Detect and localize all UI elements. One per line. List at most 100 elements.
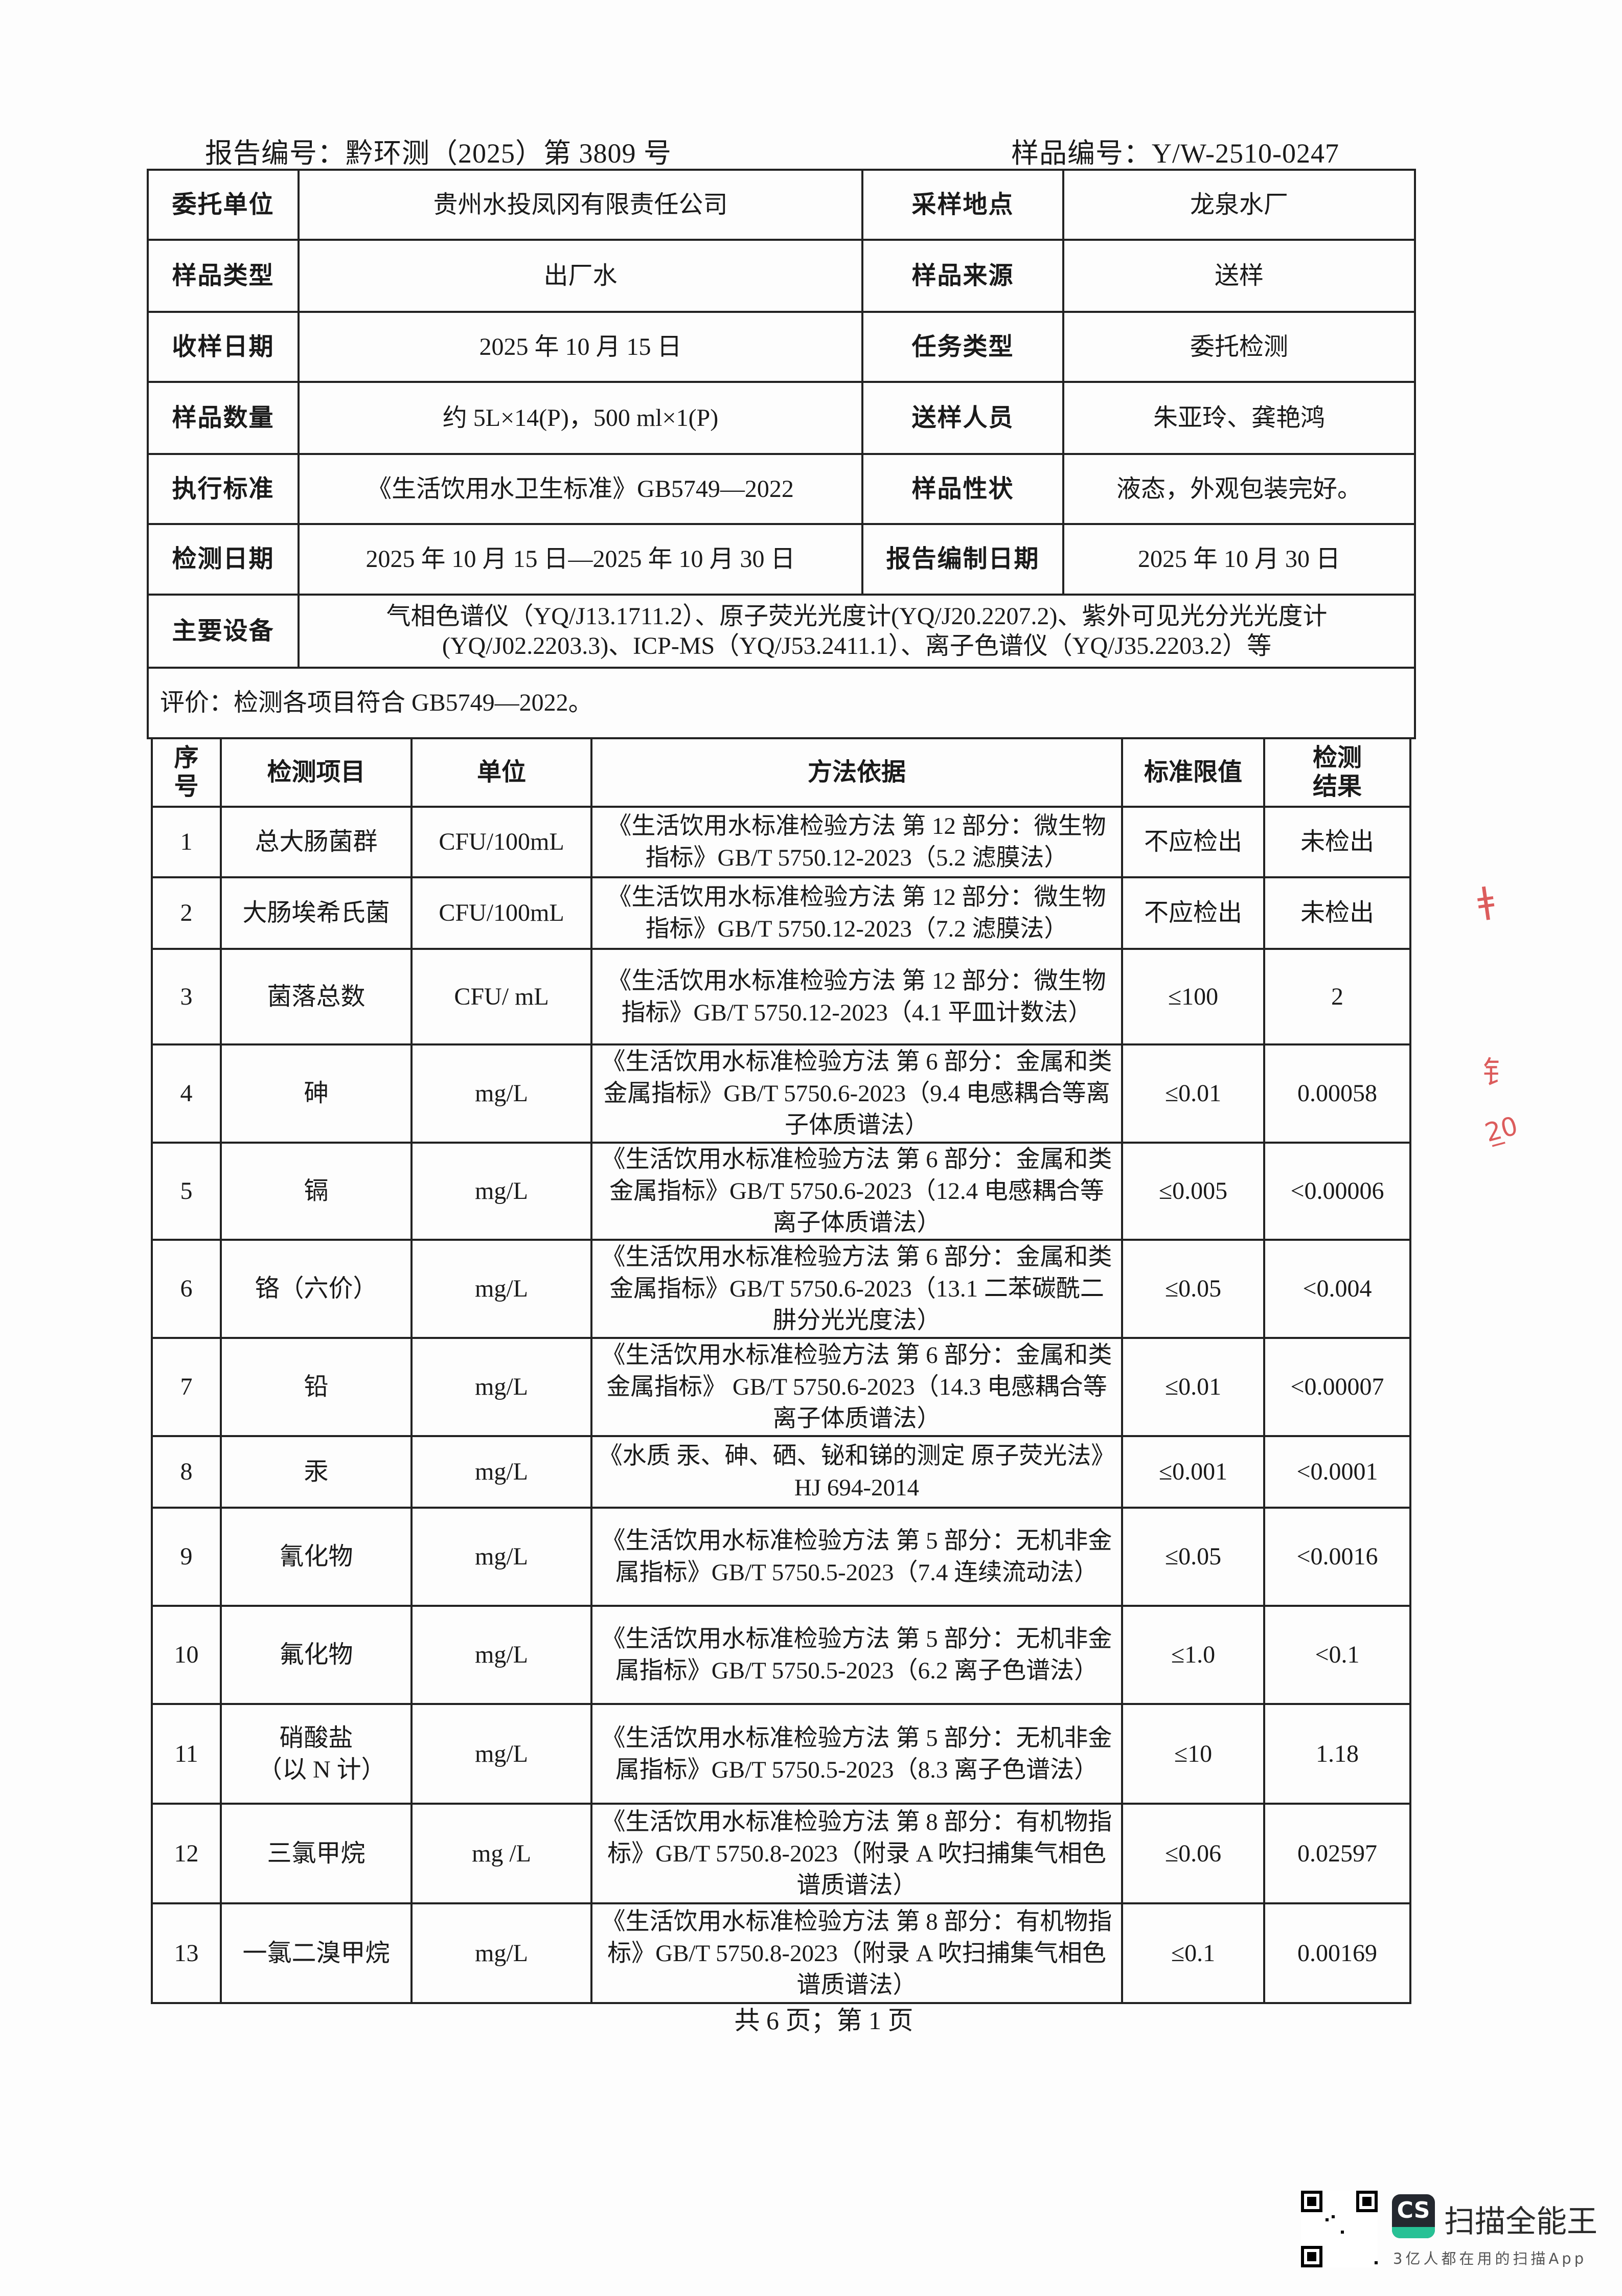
test-result: 0.00058 [1263,1043,1411,1144]
unit: mg/L [410,1435,592,1509]
method: 《生活饮用水标准检验方法 第 5 部分：无机非金属指标》GB/T 5750.5-… [590,1703,1123,1805]
unit: mg/L [410,1337,592,1437]
row-number: 4 [151,1043,222,1144]
table-row: 13 一氯二溴甲烷 mg/L 《生活饮用水标准检验方法 第 8 部分：有机物指标》GB… [151,1902,1411,2004]
method: 《水质 汞、砷、硒、铋和锑的测定 原子荧光法》HJ 694-2014 [590,1435,1123,1509]
info-value: 送样 [1062,239,1416,313]
method: 《生活饮用水标准检验方法 第 12 部分：微生物指标》GB/T 5750.12-… [590,806,1123,878]
unit: mg/L [410,1507,592,1607]
red-stamp-mark: ǂ [1474,878,1497,922]
test-result: <0.0001 [1263,1435,1411,1509]
table-row: 10 氟化物 mg/L 《生活饮用水标准检验方法 第 5 部分：无机非金属指标》GB/… [151,1605,1411,1705]
unit: mg/L [410,1703,592,1805]
row-number: 2 [151,876,222,950]
unit: mg/L [410,1239,592,1339]
info-value: 2025 年 10 月 30 日 [1062,523,1416,596]
info-label: 送样人员 [861,381,1064,455]
info-label: 主要设备 [147,594,300,669]
info-label: 执行标准 [147,453,300,525]
test-result: 1.18 [1263,1703,1411,1805]
column-header: 检测结果 [1263,737,1411,808]
standard-limit: ≤0.005 [1121,1142,1265,1241]
test-item: 菌落总数 [220,948,413,1045]
method: 《生活饮用水标准检验方法 第 6 部分：金属和类金属指标》 GB/T 5750.… [590,1337,1123,1437]
info-value: 贵州水投凤冈有限责任公司 [298,169,863,241]
row-number: 6 [151,1239,222,1339]
info-label: 样品性状 [861,453,1064,525]
method: 《生活饮用水标准检验方法 第 8 部分：有机物指标》GB/T 5750.8-20… [590,1803,1123,1904]
method: 《生活饮用水标准检验方法 第 8 部分：有机物指标》GB/T 5750.8-20… [590,1902,1123,2004]
unit: mg/L [410,1142,592,1241]
standard-limit: ≤10 [1121,1703,1265,1805]
brand-name: 扫描全能王 [1444,2204,1597,2240]
table-row: 5 镉 mg/L 《生活饮用水标准检验方法 第 6 部分：金属和类金属指标》GB/T … [151,1142,1411,1241]
info-label: 采样地点 [861,169,1064,241]
standard-limit: 不应检出 [1121,876,1265,950]
row-number: 5 [151,1142,222,1241]
row-number: 3 [151,948,222,1045]
standard-limit: ≤0.06 [1121,1803,1265,1904]
info-table: 委托单位 贵州水投凤冈有限责任公司 采样地点 龙泉水厂 样品类型 出厂水 样品来源 送样 收样日… [147,169,1416,739]
test-result: <0.00006 [1263,1142,1411,1241]
standard-limit: ≤0.001 [1121,1435,1265,1509]
qr-code-icon [1301,2191,1378,2267]
info-row: 样品类型 出厂水 样品来源 送样 [147,239,1416,313]
unit: mg /L [410,1803,592,1904]
test-result: 未检出 [1263,876,1411,950]
table-row: 12 三氯甲烷 mg /L 《生活饮用水标准检验方法 第 8 部分：有机物指标》GB/… [151,1803,1411,1904]
info-row: 检测日期 2025 年 10 月 15 日—2025 年 10 月 30 日报告编… [147,523,1416,596]
table-row: 1 总大肠菌群 CFU/100mL 《生活饮用水标准检验方法 第 12 部分：微生物指… [151,806,1411,878]
row-number: 12 [151,1803,222,1904]
info-value: 2025 年 10 月 15 日—2025 年 10 月 30 日 [298,523,863,596]
info-label: 样品类型 [147,239,300,313]
info-label: 委托单位 [147,169,300,241]
info-row: 样品数量约 5L×14(P)，500 ml×1(P) 送样人员 朱亚玲、龚艳鸿 [147,381,1416,455]
row-number: 9 [151,1507,222,1607]
row-number: 7 [151,1337,222,1437]
red-stamp-mark: 2̲0 [1481,1110,1521,1148]
test-item: 镉 [220,1142,413,1241]
test-item: 氰化物 [220,1507,413,1607]
test-result: 0.02597 [1263,1803,1411,1904]
info-label: 任务类型 [861,311,1064,383]
equipment-value: 气相色谱仪（YQ/J13.1711.2）、原子荧光光度计(YQ/J20.2207… [298,594,1416,669]
test-item: 硝酸盐（以 N 计） [220,1703,413,1805]
page-footer: 共 6 页；第 1 页 [734,2006,913,2035]
info-value: 出厂水 [298,239,863,313]
red-stamp-mark: 钅 [1482,1055,1513,1091]
row-number: 8 [151,1435,222,1509]
info-value: 《生活饮用水卫生标准》GB5749—2022 [298,453,863,525]
column-header: 方法依据 [590,737,1123,808]
row-number: 10 [151,1605,222,1705]
standard-limit: 不应检出 [1121,806,1265,878]
report-number: 报告编号：黔环测（2025）第 3809 号 [205,138,672,169]
info-row: 执行标准 《生活饮用水卫生标准》GB5749—2022 样品性状 液态，外观包装完好。 [147,453,1416,525]
standard-limit: ≤1.0 [1121,1605,1265,1705]
camscanner-logo: CS [1392,2194,1435,2238]
evaluation-text: 评价：检测各项目符合 GB5749—2022。 [147,667,1416,739]
column-header: 标准限值 [1121,737,1265,808]
standard-limit: ≤0.05 [1121,1507,1265,1607]
table-row: 6 铬（六价） mg/L 《生活饮用水标准检验方法 第 6 部分：金属和类金属指标》G… [151,1239,1411,1339]
table-row: 11 硝酸盐（以 N 计） mg/L 《生活饮用水标准检验方法 第 5 部分：无机非金… [151,1703,1411,1805]
test-result: 未检出 [1263,806,1411,878]
test-item: 总大肠菌群 [220,806,413,878]
test-result: 0.00169 [1263,1902,1411,2004]
info-value: 委托检测 [1062,311,1416,383]
info-value: 液态，外观包装完好。 [1062,453,1416,525]
column-header: 单位 [410,737,592,808]
info-row: 委托单位 贵州水投凤冈有限责任公司 采样地点 龙泉水厂 [147,169,1416,241]
table-row: 9 氰化物 mg/L 《生活饮用水标准检验方法 第 5 部分：无机非金属指标》GB/T… [151,1507,1411,1607]
header-row: 序号 检测项目 单位 方法依据 标准限值 检测结果 [151,737,1411,808]
row-number: 13 [151,1902,222,2004]
test-item: 砷 [220,1043,413,1144]
unit: CFU/100mL [410,876,592,950]
standard-limit: ≤100 [1121,948,1265,1045]
method: 《生活饮用水标准检验方法 第 12 部分：微生物指标》GB/T 5750.12-… [590,948,1123,1045]
standard-limit: ≤0.05 [1121,1239,1265,1339]
table-row: 3 菌落总数 CFU/ mL 《生活饮用水标准检验方法 第 12 部分：微生物指标》G… [151,948,1411,1045]
method: 《生活饮用水标准检验方法 第 5 部分：无机非金属指标》GB/T 5750.5-… [590,1605,1123,1705]
unit: CFU/ mL [410,948,592,1045]
test-item: 铅 [220,1337,413,1437]
results-table: 序号 检测项目 单位 方法依据 标准限值 检测结果 1 总大肠菌群 CFU/100mL 《生活饮… [151,737,1411,2004]
